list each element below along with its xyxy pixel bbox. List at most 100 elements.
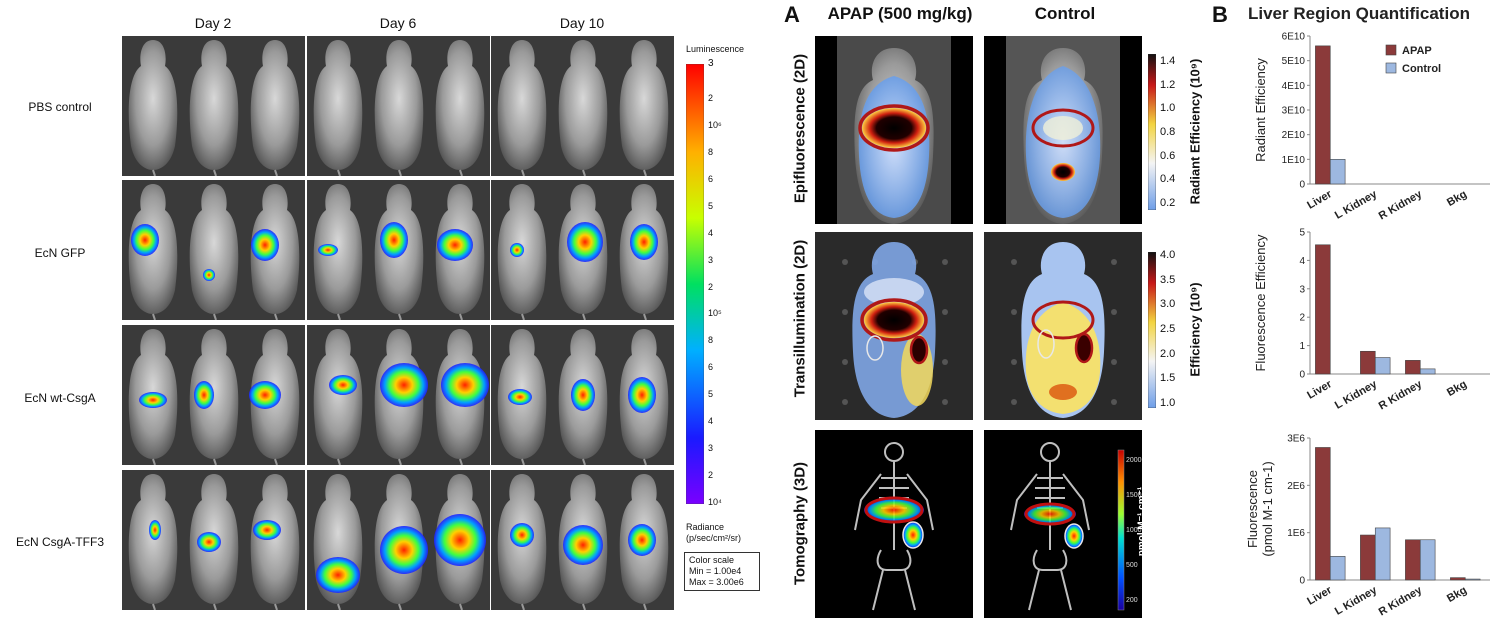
row-label-wt: EcN wt-CsgA [24,391,96,405]
bar-apap [1360,350,1376,375]
y-tick-label: 1E6 [1287,528,1305,539]
bar-control [1329,159,1346,185]
colorbar-tick: 2.0 [1160,347,1176,360]
ivis-tile [122,36,305,176]
row-label-gfp: EcN GFP [34,246,86,260]
row-title-tomo: Tomography (3D) [791,461,809,586]
epi-colorbar [1148,54,1156,210]
x-tick-label: Bkg [1445,378,1469,399]
y-tick-label: 5 [1299,228,1305,239]
panel-a-col1-title: APAP (500 mg/kg) [827,4,973,23]
y-tick-label: 3 [1299,284,1305,295]
colorbar-tick: 4.0 [1160,249,1176,261]
row-label-pbs: PBS control [28,100,92,114]
x-tick-label: L Kidney [1333,584,1380,618]
trans-colorbar [1148,252,1156,408]
ivis-tile [307,470,490,610]
luminescence-tick: 10⁴ [708,497,722,507]
colorbar-tick: 1500 [1126,492,1142,499]
panel-a-letter: A [784,2,800,27]
ivis-tile [491,180,674,320]
bar-control [1329,556,1346,581]
colorbar-tick: 3.0 [1160,298,1176,311]
color-scale-title: Color scale [689,555,735,565]
x-tick-label: R Kidney [1377,378,1425,413]
bar-apap [1315,45,1331,185]
luminescence-tick: 6 [708,173,714,184]
day-label-2: Day 2 [194,15,232,31]
x-tick-label: L Kidney [1333,378,1380,412]
colorbar-tick: 1000 [1126,527,1142,534]
y-tick-label: 4 [1299,256,1305,267]
ivis-tile [307,180,490,320]
x-tick-label: Bkg [1445,584,1469,605]
y-tick-label: 0 [1299,370,1305,381]
epi-control-image [984,36,1142,224]
color-scale-box: Color scale Min = 1.00e4 Max = 3.00e6 [684,552,760,591]
bar-control [1374,357,1391,375]
bar-control [1464,578,1481,581]
colorbar-tick: 2000 [1126,457,1142,464]
bar-apap [1450,577,1466,581]
ivis-tile [491,470,674,610]
y-tick-label: 3E6 [1287,434,1305,445]
colorbar-tick: 0.4 [1160,173,1176,186]
luminescence-tick: 5 [708,389,714,400]
colorbar-tick: 2.5 [1160,323,1176,335]
luminescence-tick: 4 [708,227,714,238]
luminescence-tick: 5 [708,200,714,211]
row-title-epi: Epifluorescence (2D) [791,53,809,204]
y-tick-label: 6E10 [1282,32,1306,43]
bar-control [1419,368,1436,375]
colorbar-tick: 3.5 [1160,273,1176,286]
y-axis-label: Fluorescence Efficiency [1253,234,1268,372]
luminescence-tick: 4 [708,416,714,427]
luminescence-tick: 8 [708,146,714,157]
y-tick-label: 5E10 [1282,56,1306,67]
colorbar-tick: 0.8 [1160,126,1176,138]
y-tick-label: 3E10 [1282,106,1306,117]
y-axis-label: Radiant Efficiency [1253,58,1268,162]
colorbar-tick: 500 [1126,562,1138,569]
luminescence-tick: 8 [708,335,714,346]
bar-apap [1405,360,1421,375]
bar-apap [1315,447,1331,581]
x-tick-label: R Kidney [1377,584,1425,619]
x-tick-label: R Kidney [1377,188,1425,223]
y-axis-label: Fluorescence(pmol M-1 cm-1) [1245,461,1275,556]
legend-swatch [1385,62,1397,74]
bar-apap [1360,534,1376,581]
radiance-title: Radiance [686,522,725,532]
trans-control-image [984,232,1142,420]
ivis-tile [122,325,305,465]
legend-label: Control [1402,63,1441,75]
colorbar-tick: 1.0 [1160,102,1176,115]
legend-label: APAP [1402,45,1432,57]
color-scale-max: Max = 3.00e6 [689,577,744,587]
luminescence-tick: 6 [708,362,714,373]
panel-b-title: Liver Region Quantification [1248,4,1470,23]
luminescence-tick: 2 [708,93,714,103]
y-tick-label: 4E10 [1282,81,1306,92]
x-tick-label: Liver [1305,584,1334,608]
luminescence-max-label: 3 [708,58,714,69]
ivis-tile [491,325,674,465]
row-label-tff3: EcN CsgA-TFF3 [15,535,104,549]
colorbar-tick: 1.0 [1160,397,1176,409]
colorbar-tick: 1.4 [1160,55,1176,67]
luminescence-tick: 2 [708,281,714,292]
x-tick-label: Bkg [1445,188,1469,209]
y-tick-label: 2E10 [1282,130,1306,141]
x-tick-label: Liver [1305,188,1334,212]
x-tick-label: L Kidney [1333,188,1380,222]
bar-control [1419,539,1436,581]
trans-apap-image [815,232,973,420]
panel-a-col2-title: Control [1034,4,1096,23]
y-tick-label: 0 [1299,180,1305,191]
luminescence-tick: 2 [708,470,714,481]
day-label-6: Day 6 [379,15,417,31]
trans-colorbar-label: Efficiency (10⁹) [1187,282,1203,377]
colorbar-tick: 0.2 [1160,197,1176,209]
radiance-label: Radiance (p/sec/cm²/sr) [686,522,741,544]
